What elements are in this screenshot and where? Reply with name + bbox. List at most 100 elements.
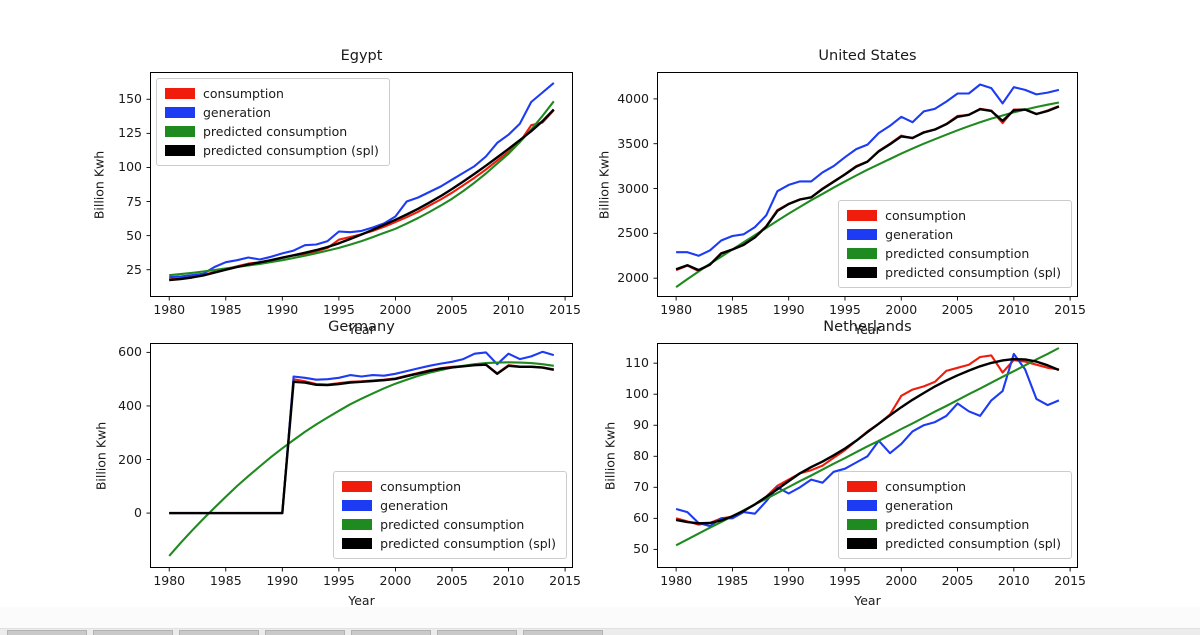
x-tick-label: 2015 (1054, 302, 1087, 317)
taskbar-button[interactable] (7, 630, 87, 635)
y-tick-label: 600 (118, 344, 142, 360)
legend-swatch-predicted (342, 519, 373, 530)
y-tick-label: 0 (134, 505, 142, 521)
x-tick-label: 1985 (716, 573, 749, 588)
legend-swatch-consumption (847, 210, 878, 221)
x-tick-label: 2005 (941, 573, 974, 588)
taskbar-button[interactable] (265, 630, 345, 635)
bottom-margin (0, 607, 1200, 629)
legend-swatch-generation (847, 229, 878, 240)
legend: consumption generation predicted consumpti… (333, 471, 567, 559)
taskbar-button[interactable] (351, 630, 431, 635)
subplot-united-states: United States Billion Kwh Year 1980 1985 1990… (597, 48, 1087, 337)
plot-area (653, 72, 1078, 301)
y-tick-label: 200 (118, 451, 142, 467)
x-tick-label: 2010 (997, 573, 1030, 588)
taskbar-button[interactable] (179, 630, 259, 635)
taskbar-button[interactable] (523, 630, 603, 635)
x-tick-label: 1995 (829, 302, 861, 317)
y-tick-label: 70 (633, 479, 649, 495)
x-tick-label: 1990 (266, 573, 299, 588)
series-line-predicted (168, 361, 554, 557)
legend-label: predicted consumption (spl) (885, 265, 1061, 280)
legend-label: predicted consumption (spl) (380, 536, 556, 551)
y-tick-label: 110 (625, 355, 649, 371)
x-tick-label: 2005 (436, 302, 468, 317)
chart-title: United States (818, 48, 917, 64)
subplot-egypt: Egypt Billion Kwh Year 1980 1985 1990 1995 2000… (92, 48, 581, 337)
x-axis-label: Year (348, 322, 375, 337)
plot-area (146, 72, 573, 301)
legend-item: consumption (847, 477, 1061, 496)
y-tick-label: 50 (633, 541, 649, 557)
axes-frame (150, 72, 573, 297)
taskbar-button[interactable] (437, 630, 517, 635)
legend-swatch-consumption (847, 481, 878, 492)
y-tick-label: 60 (633, 510, 649, 526)
legend-item: generation (847, 496, 1061, 515)
subplot-netherlands: Netherlands Billion Kwh Year 1980 1985 1990 19… (603, 319, 1087, 608)
y-tick-label: 80 (633, 448, 649, 464)
legend-label: predicted consumption (spl) (885, 536, 1061, 551)
series-line-predicted (675, 101, 1060, 288)
x-tick-label: 1985 (209, 573, 242, 588)
legend-item: generation (342, 496, 556, 515)
x-tick-label: 1990 (772, 302, 805, 317)
y-tick-label: 125 (118, 125, 142, 141)
legend-swatch-generation (342, 500, 373, 511)
x-tick-label: 1995 (322, 573, 355, 588)
y-tick-label: 100 (118, 159, 142, 175)
legend-item: predicted consumption (847, 244, 1061, 263)
legend-item: consumption (847, 206, 1061, 225)
series-line-generation (675, 352, 1060, 528)
x-tick-label: 2000 (885, 573, 918, 588)
plot-area (653, 343, 1078, 572)
x-tick-label: 2015 (549, 302, 581, 317)
x-tick-label: 2000 (379, 573, 412, 588)
legend-swatch-consumption (342, 481, 373, 492)
x-tick-label: 2010 (492, 573, 525, 588)
x-tick-label: 2005 (941, 302, 974, 317)
legend-item: predicted consumption (spl) (847, 534, 1061, 553)
legend-label: generation (885, 227, 954, 242)
x-tick-label: 1985 (209, 302, 242, 317)
legend-swatch-consumption (165, 88, 195, 99)
legend-label: predicted consumption (885, 246, 1030, 261)
x-tick-label: 2000 (379, 302, 412, 317)
series-line-predicted_spl (675, 357, 1060, 525)
y-tick-label: 150 (118, 91, 142, 107)
legend: consumption generation predicted consumpti… (838, 200, 1072, 288)
axes-frame (657, 72, 1078, 297)
x-tick-label: 2000 (885, 302, 918, 317)
series-line-predicted_spl (675, 105, 1060, 272)
legend-swatch-predicted_spl (847, 267, 878, 278)
y-tick-label: 3500 (617, 135, 649, 151)
x-axis-label: Year (348, 593, 375, 608)
legend-label: generation (885, 498, 954, 513)
legend-label: consumption (885, 479, 967, 494)
axes-frame (657, 343, 1078, 568)
plot-area (146, 343, 573, 572)
taskbar-strip (0, 628, 1200, 635)
x-axis-label: Year (854, 322, 881, 337)
series-line-predicted_spl (169, 108, 555, 282)
y-tick-label: 3000 (617, 180, 649, 196)
legend-swatch-predicted_spl (342, 538, 373, 549)
legend-label: generation (203, 105, 271, 120)
legend-item: predicted consumption (847, 515, 1061, 534)
x-tick-label: 1980 (153, 302, 186, 317)
x-tick-label: 1985 (716, 302, 749, 317)
x-tick-label: 1980 (153, 573, 186, 588)
legend: consumption generation predicted consumpti… (156, 78, 390, 166)
x-axis-label: Year (854, 593, 881, 608)
chart-title: Netherlands (823, 319, 912, 335)
y-tick-label: 400 (118, 397, 142, 413)
taskbar-button[interactable] (93, 630, 173, 635)
series-line-predicted_spl (169, 363, 555, 515)
chart-title: Egypt (340, 48, 383, 64)
chart-title: Germany (328, 319, 395, 335)
x-tick-label: 2010 (492, 302, 525, 317)
legend-item: predicted consumption (165, 122, 379, 141)
legend-swatch-predicted_spl (165, 145, 195, 156)
